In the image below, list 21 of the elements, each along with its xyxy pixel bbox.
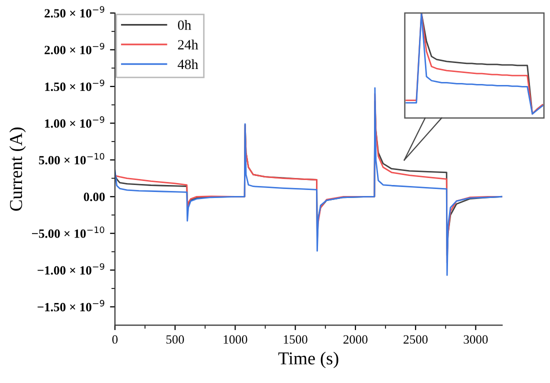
y-tick-label: 1.00 × 10$^{−9}$ (45, 116, 104, 128)
y-tick-label: 5.00 × 10$^{−10}$ (38, 153, 104, 164)
legend-label: 0h (178, 20, 192, 30)
x-tick-label: 2500 (404, 335, 428, 344)
x-axis-title: Time (s) (278, 352, 338, 368)
y-tick-label: −1.00 × 10$^{−9}$ (38, 263, 104, 275)
y-axis-title: Current (A) (9, 128, 26, 211)
x-tick-label: 3000 (464, 335, 488, 344)
x-tick-label: 1000 (224, 335, 248, 344)
x-tick-label: 2000 (343, 335, 368, 344)
x-tick-label: 1500 (284, 335, 308, 344)
y-tick-label: 2.00 × 10$^{−9}$ (44, 42, 104, 54)
x-tick-label: 500 (166, 335, 184, 344)
legend-label: 48h (178, 59, 198, 70)
x-tick-label: 0 (112, 335, 118, 344)
y-tick-label: 0.00 (84, 192, 105, 202)
legend-label: 24h (178, 40, 198, 50)
y-tick-label: 1.50 × 10$^{−9}$ (45, 80, 104, 92)
y-tick-label: −1.50 × 10$^{−9}$ (38, 300, 104, 312)
y-tick-label: −5.00 × 10$^{−10}$ (32, 226, 104, 238)
y-tick-label: 2.50 × 10$^{−9}$ (44, 6, 104, 18)
